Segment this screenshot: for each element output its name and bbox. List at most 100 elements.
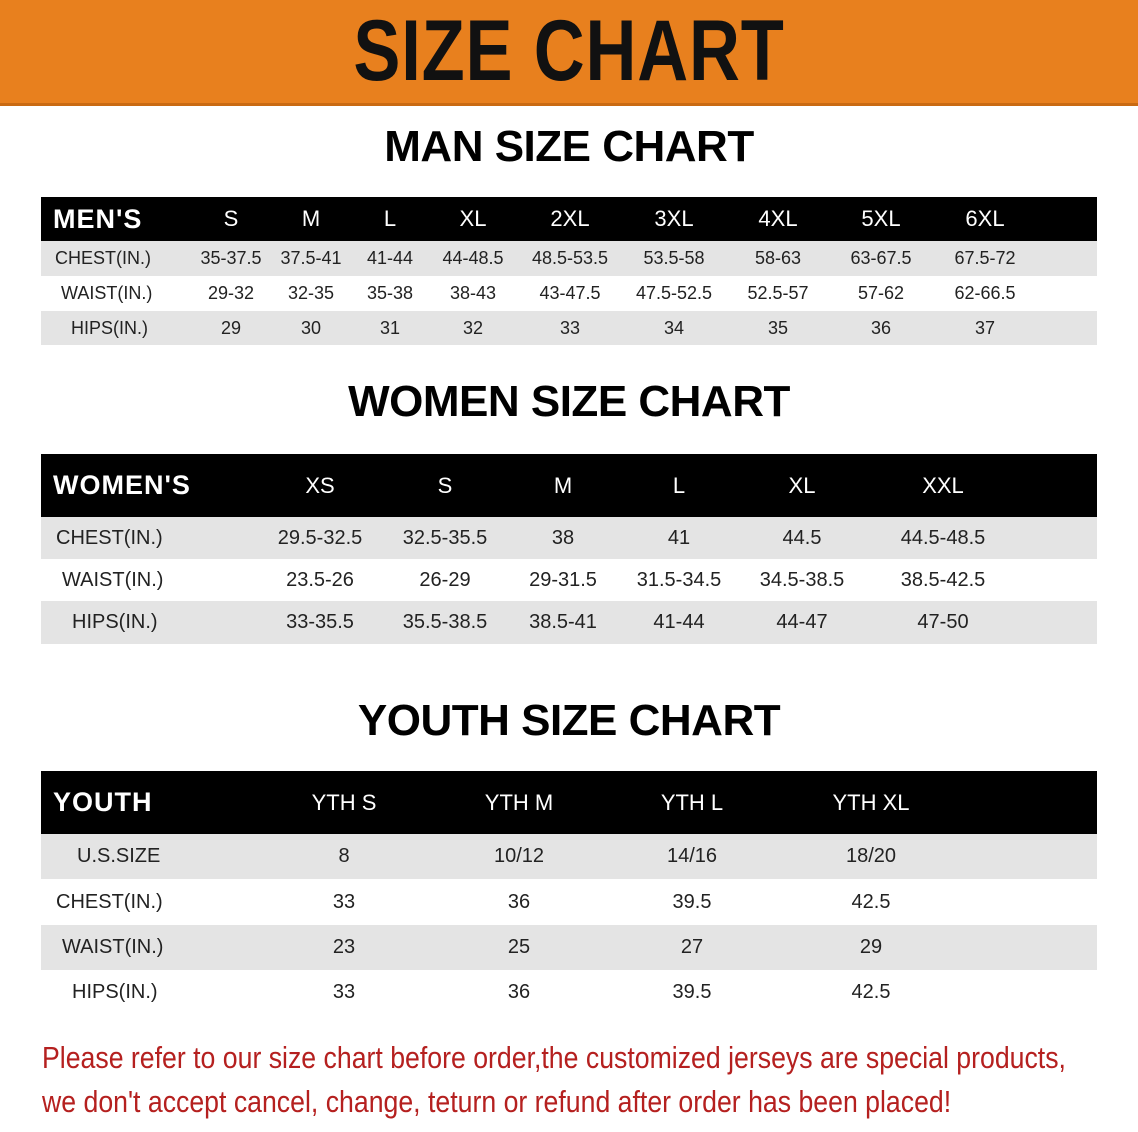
table-cell: 44-47 [776, 611, 828, 633]
table-cell: 58-63 [754, 248, 802, 268]
table-row: WAIST(IN.) 29-32 32-35 35-38 38-43 43-47.5 47.… [41, 276, 1097, 311]
size-header: XXL [922, 472, 964, 498]
row-label: WAIST(IN.) [62, 568, 164, 591]
women-section-title: WOMEN SIZE CHART [348, 377, 790, 426]
banner: SIZE CHART [0, 0, 1138, 106]
table-row: WAIST(IN.) 23 25 27 29 [41, 925, 1097, 970]
youth-section-title: YOUTH SIZE CHART [357, 696, 781, 745]
table-cell: 36 [870, 317, 892, 338]
row-label: HIPS(IN.) [72, 981, 158, 1003]
table-cell: 23 [332, 936, 356, 958]
table-cell: 33 [559, 317, 581, 338]
table-cell: 31 [379, 317, 401, 338]
table-cell: 35-37.5 [200, 248, 262, 268]
size-header: XL [459, 206, 487, 231]
table-cell: 38 [551, 526, 575, 549]
row-label: HIPS(IN.) [71, 317, 149, 338]
table-cell: 47-50 [917, 611, 969, 633]
table-cell: 29-32 [207, 283, 255, 303]
size-header: M [553, 472, 573, 498]
table-cell: 36 [507, 890, 531, 913]
size-header: L [672, 472, 686, 498]
table-cell: 32.5-35.5 [402, 526, 488, 549]
table-cell: 38-43 [449, 283, 497, 303]
table-cell: 37.5-41 [280, 248, 342, 268]
row-label: WAIST(IN.) [61, 283, 153, 303]
table-cell: 25 [507, 936, 531, 958]
table-header-row: WOMEN'S XS S M L XL XXL [41, 454, 1097, 517]
table-cell: 63-67.5 [850, 248, 912, 268]
table-cell: 48.5-53.5 [531, 248, 609, 268]
table-row: WAIST(IN.) 23.5-26 26-29 29-31.5 31.5-34.5 34… [41, 559, 1097, 601]
table-cell: 18/20 [845, 845, 897, 867]
women-size-table: WOMEN'S XS S M L XL XXL CHEST(IN.) 29.5-32.5 32.5… [41, 454, 1097, 644]
table-cell: 33-35.5 [286, 611, 354, 633]
table-cell: 35.5-38.5 [402, 611, 488, 633]
table-cell: 8 [338, 845, 350, 867]
table-row: CHEST(IN.) 29.5-32.5 32.5-35.5 38 41 44.5 44.5… [41, 517, 1097, 559]
table-row: CHEST(IN.) 35-37.5 37.5-41 41-44 44-48.5 48.5… [41, 241, 1097, 276]
row-label: HIPS(IN.) [72, 611, 158, 633]
size-header: XS [305, 472, 335, 498]
table-header-title: WOMEN'S [53, 470, 191, 500]
table-cell: 30 [300, 317, 322, 338]
table-cell: 42.5 [851, 981, 891, 1003]
notice-line-2: we don't accept cancel, change, teturn o… [42, 1084, 952, 1119]
men-section-title: MAN SIZE CHART [384, 122, 754, 171]
table-cell: 39.5 [672, 890, 712, 913]
table-cell: 36 [507, 981, 531, 1003]
table-cell: 42.5 [851, 890, 891, 913]
table-cell: 29-31.5 [529, 568, 597, 591]
table-cell: 29 [859, 936, 883, 958]
banner-title: SIZE CHART [353, 3, 785, 99]
table-cell: 23.5-26 [286, 568, 354, 591]
table-cell: 41-44 [366, 248, 414, 268]
row-label: U.S.SIZE [77, 845, 161, 867]
table-cell: 67.5-72 [954, 248, 1016, 268]
table-cell: 38.5-42.5 [900, 568, 986, 591]
table-header-title: YOUTH [53, 787, 153, 817]
youth-size-table: YOUTH YTH S YTH M YTH L YTH XL U.S.SIZE 8 10/12… [41, 771, 1097, 1015]
table-cell: 34.5-38.5 [759, 568, 845, 591]
notice: Please refer to our size chart before or… [42, 1036, 1126, 1124]
table-cell: 10/12 [493, 845, 545, 867]
table-row: HIPS(IN.) 33 36 39.5 42.5 [41, 970, 1097, 1015]
table-cell: 31.5-34.5 [636, 568, 722, 591]
size-header: M [301, 206, 321, 231]
size-header: YTH L [660, 789, 724, 815]
table-cell: 43-47.5 [539, 283, 601, 303]
table-cell: 38.5-41 [529, 611, 597, 633]
table-cell: 44.5 [782, 526, 822, 549]
table-cell: 41-44 [653, 611, 705, 633]
table-cell: 53.5-58 [643, 248, 705, 268]
table-row: CHEST(IN.) 33 36 39.5 42.5 [41, 879, 1097, 925]
table-row: U.S.SIZE 8 10/12 14/16 18/20 [41, 834, 1097, 879]
table-cell: 33 [332, 890, 356, 913]
size-header: 5XL [861, 206, 901, 231]
table-cell: 29.5-32.5 [277, 526, 363, 549]
size-header: YTH XL [832, 789, 910, 815]
table-cell: 14/16 [666, 845, 718, 867]
table-cell: 32-35 [287, 283, 335, 303]
row-label: WAIST(IN.) [62, 936, 164, 958]
table-cell: 26-29 [419, 568, 471, 591]
table-cell: 27 [680, 936, 704, 958]
table-cell: 35 [767, 317, 789, 338]
size-header: 3XL [654, 206, 694, 231]
table-cell: 35-38 [366, 283, 414, 303]
size-header: S [437, 472, 453, 498]
table-cell: 37 [974, 317, 996, 338]
size-header: L [383, 206, 397, 231]
row-label: CHEST(IN.) [56, 526, 163, 549]
table-header-row: YOUTH YTH S YTH M YTH L YTH XL [41, 771, 1097, 834]
size-header: YTH S [311, 789, 377, 815]
men-size-table: MEN'S S M L XL 2XL 3XL 4XL 5XL 6XL CHEST(IN.) 35-37… [41, 197, 1097, 345]
table-cell: 44.5-48.5 [900, 526, 986, 549]
table-header-row: MEN'S S M L XL 2XL 3XL 4XL 5XL 6XL [41, 197, 1097, 241]
table-cell: 47.5-52.5 [635, 283, 713, 303]
size-header: S [223, 206, 239, 231]
table-cell: 57-62 [857, 283, 905, 303]
row-label: CHEST(IN.) [56, 890, 163, 913]
size-header: 6XL [965, 206, 1005, 231]
table-cell: 29 [220, 317, 242, 338]
